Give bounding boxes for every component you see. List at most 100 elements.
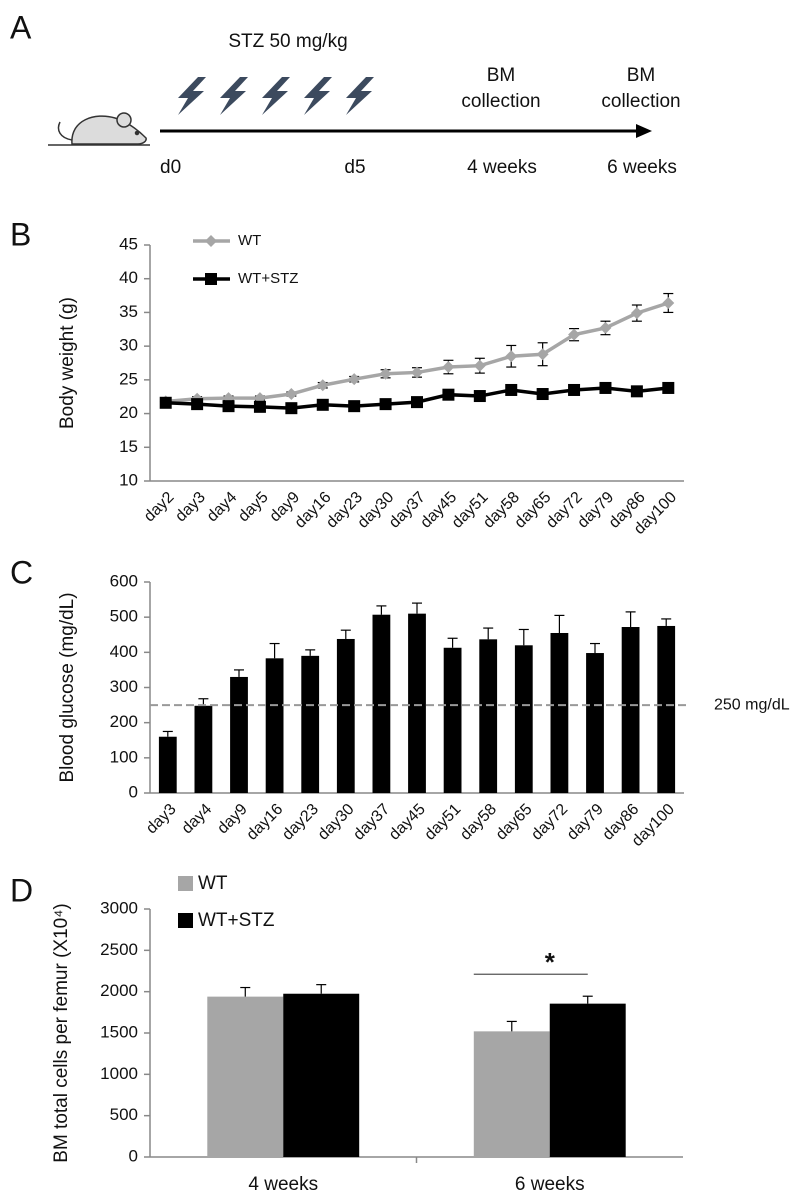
legend-swatch <box>178 913 193 928</box>
point <box>630 307 643 320</box>
point <box>505 383 518 396</box>
reference-label: 250 mg/dL <box>714 696 790 713</box>
bar <box>621 627 640 793</box>
y-tick-label: 15 <box>119 437 138 456</box>
bar <box>586 653 604 793</box>
y-tick-label: 500 <box>110 1105 138 1124</box>
x-tick-label: day51 <box>422 801 465 844</box>
point <box>316 398 329 411</box>
annotation: * <box>545 947 556 977</box>
collection-label: collection <box>601 91 680 112</box>
x-tick-label: 6 weeks <box>515 1174 585 1195</box>
y-tick-label: 600 <box>110 571 138 590</box>
bar <box>283 993 360 1157</box>
bar <box>473 1031 550 1157</box>
mouse-icon <box>48 112 150 146</box>
point <box>285 388 298 401</box>
point <box>348 373 361 386</box>
y-tick-label: 0 <box>129 1146 138 1165</box>
injection-icons <box>178 77 374 115</box>
x-tick-label: day79 <box>564 801 607 844</box>
point <box>536 388 549 401</box>
x-tick-label: day58 <box>457 801 500 844</box>
point <box>473 359 486 372</box>
bar <box>443 647 462 793</box>
x-tick-label: day3 <box>172 489 209 526</box>
bar <box>158 736 177 793</box>
x-tick-label: day72 <box>528 801 571 844</box>
x-tick-label: day45 <box>386 801 429 844</box>
point <box>599 381 612 394</box>
y-tick-label: 20 <box>119 403 138 422</box>
x-tick-label: day23 <box>279 801 322 844</box>
y-tick-label: 100 <box>110 747 138 766</box>
x-tick-label: day4 <box>179 801 216 838</box>
y-tick-label: 2500 <box>100 940 138 959</box>
legend-label: WT <box>198 873 228 894</box>
y-tick-label: 0 <box>129 782 138 801</box>
point <box>316 379 329 392</box>
x-tick-label: day65 <box>493 801 536 844</box>
bar <box>549 1003 626 1157</box>
x-tick-label: day5 <box>235 489 272 526</box>
timeline-label: d5 <box>344 157 365 178</box>
point <box>411 366 423 379</box>
series-line <box>165 301 669 404</box>
bar <box>336 638 355 793</box>
bar <box>657 625 676 793</box>
point <box>159 396 172 409</box>
panel-label: C <box>10 554 33 590</box>
y-tick-label: 2000 <box>100 981 138 1000</box>
x-tick-label: 4 weeks <box>248 1174 318 1195</box>
point <box>662 381 675 394</box>
legend-label: WT+STZ <box>198 910 275 931</box>
point <box>222 400 235 413</box>
y-tick-label: 3000 <box>100 898 138 917</box>
bar <box>207 996 284 1157</box>
bar <box>301 655 320 793</box>
legend-swatch <box>178 876 193 891</box>
timeline-label: 4 weeks <box>467 157 537 178</box>
point <box>442 361 455 374</box>
x-tick-label: day30 <box>315 801 358 844</box>
y-tick-label: 40 <box>119 268 138 287</box>
point <box>505 350 518 363</box>
legend-label: WT+STZ <box>238 270 298 287</box>
panel-label: D <box>10 872 33 908</box>
y-tick-label: 1500 <box>100 1022 138 1041</box>
point <box>411 396 423 409</box>
x-tick-label: day2 <box>141 489 178 526</box>
point <box>568 383 581 396</box>
collection-label: BM <box>627 65 656 86</box>
y-tick-label: 35 <box>119 302 138 321</box>
point <box>536 348 549 361</box>
point <box>662 296 675 309</box>
point <box>379 398 392 411</box>
bar <box>479 639 498 793</box>
point <box>630 385 643 398</box>
bar <box>230 676 248 793</box>
y-axis-title: BM total cells per femur (X10⁴) <box>51 903 72 1162</box>
bar <box>514 645 533 793</box>
point <box>348 400 361 413</box>
bar <box>372 614 391 793</box>
point <box>285 402 298 415</box>
timeline-label: d0 <box>160 157 181 178</box>
y-axis-title: Blood glucose (mg/dL) <box>57 592 78 782</box>
y-axis-title: Body weight (g) <box>57 297 78 429</box>
legend-label: WT <box>238 232 261 249</box>
point <box>379 367 392 380</box>
point <box>253 400 266 413</box>
x-tick-label: day4 <box>204 489 241 526</box>
collection-label: BM <box>487 65 516 86</box>
x-tick-label: day37 <box>350 801 393 844</box>
arrow-head <box>636 124 652 138</box>
x-tick-label: day3 <box>143 801 180 838</box>
panel-label: A <box>10 9 32 45</box>
point <box>599 321 612 334</box>
point <box>191 398 204 411</box>
y-tick-label: 1000 <box>100 1064 138 1083</box>
y-tick-label: 400 <box>110 642 138 661</box>
